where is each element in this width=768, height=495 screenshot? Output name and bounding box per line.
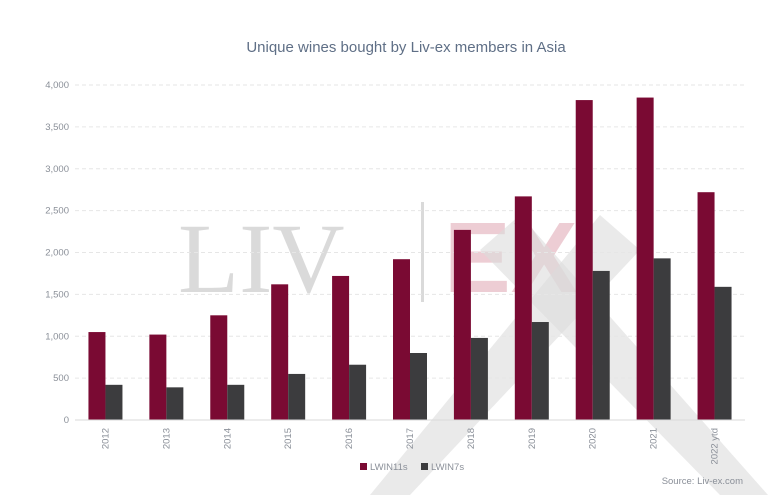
watermark-divider	[421, 202, 424, 302]
bar-lwin11s-2016	[332, 275, 350, 420]
bar-lwin7s-2015	[288, 373, 306, 420]
x-tick-label: 2015	[283, 428, 294, 449]
bar-lwin7s-2018	[470, 337, 488, 420]
bars	[88, 97, 732, 420]
bar-lwin11s-2014	[210, 315, 228, 420]
y-tick-label: 0	[64, 415, 69, 426]
bar-lwin7s-2012	[105, 384, 123, 420]
y-tick-label: 3,000	[45, 164, 69, 175]
bar-lwin11s-2017	[393, 259, 410, 420]
y-tick-label: 2,500	[45, 206, 69, 217]
x-tick-label: 2021	[649, 428, 660, 449]
x-tick-label: 2014	[222, 428, 233, 449]
legend-swatch-lwin11s	[360, 463, 367, 470]
bar-lwin11s-2013	[149, 334, 167, 420]
bar-lwin11s-2015	[271, 284, 289, 420]
y-tick-label: 3,500	[45, 122, 69, 133]
bar-lwin7s-2013	[166, 387, 184, 420]
bar-lwin11s-2018	[453, 229, 471, 420]
bar-lwin11s-2020	[575, 100, 593, 420]
liv-ex-watermark: LIV EX	[178, 202, 768, 495]
x-tick-label: 2017	[405, 428, 416, 449]
bar-lwin7s-2020	[592, 270, 610, 420]
watermark-liv-text: LIV	[178, 203, 345, 314]
chart-title: Unique wines bought by Liv-ex members in…	[246, 39, 566, 56]
y-tick-label: 500	[53, 373, 69, 384]
bar-lwin7s-2021	[653, 258, 671, 420]
x-axis-ticks: 2012 2013 2014 2015 2016 2017 2018 2019 2020 2021…	[100, 428, 720, 464]
bar-lwin7s-2014	[227, 384, 245, 420]
bar-lwin7s-2019	[531, 322, 549, 420]
bar-lwin11s-2022-ytd	[697, 192, 715, 420]
x-tick-label: 2019	[527, 428, 538, 449]
x-tick-label: 2022 ytd	[710, 428, 721, 464]
legend-label-lwin11s: LWIN11s	[370, 462, 408, 473]
legend: LWIN11s LWIN7s	[360, 462, 464, 473]
x-tick-label: 2018	[466, 428, 477, 449]
x-tick-label: 2016	[344, 428, 355, 449]
bar-lwin7s-2017	[410, 353, 427, 420]
y-tick-label: 2,000	[45, 248, 69, 259]
watermark-stroke-b	[480, 215, 768, 495]
legend-label-lwin7s: LWIN7s	[431, 462, 464, 473]
bar-lwin7s-2022-ytd	[714, 286, 732, 420]
y-tick-label: 1,000	[45, 331, 69, 342]
bar-lwin11s-2021	[636, 97, 654, 420]
x-tick-label: 2012	[100, 428, 111, 449]
y-axis-ticks: 0 500 1,000 1,500 2,000 2,500 3,000 3,500 4,000	[45, 80, 69, 426]
bar-lwin11s-2019	[514, 196, 532, 420]
bar-lwin11s-2012	[88, 332, 106, 420]
legend-swatch-lwin7s	[421, 463, 428, 470]
source-note: Source: Liv-ex.com	[662, 476, 743, 487]
y-tick-label: 1,500	[45, 289, 69, 300]
bar-lwin7s-2016	[349, 364, 367, 420]
x-tick-label: 2020	[588, 428, 599, 449]
y-tick-label: 4,000	[45, 80, 69, 91]
x-tick-label: 2013	[161, 428, 172, 449]
